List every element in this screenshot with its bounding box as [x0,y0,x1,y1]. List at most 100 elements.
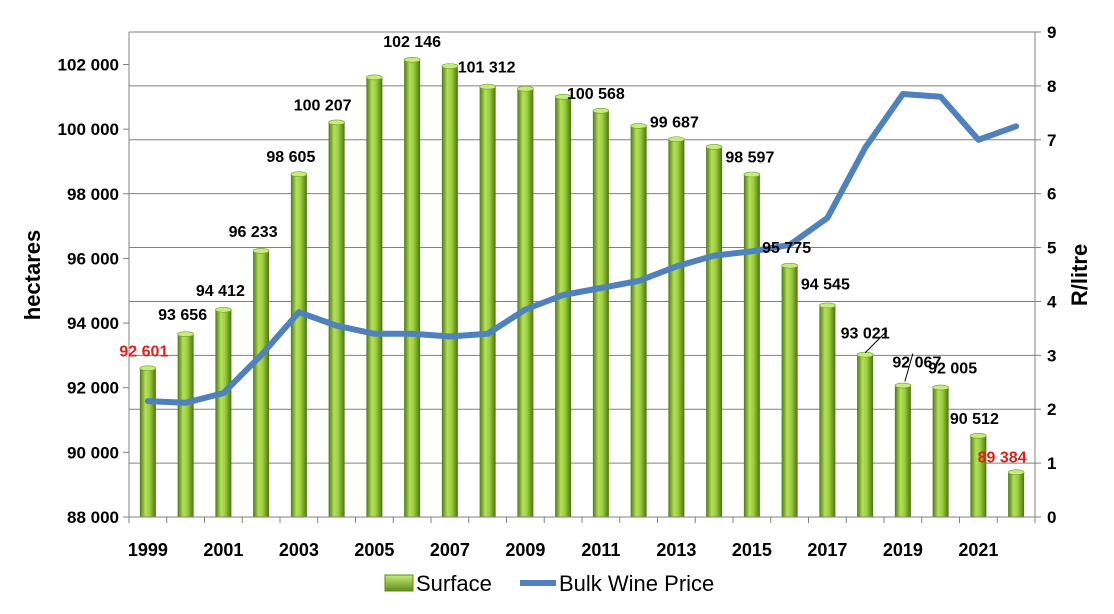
surface-bar-top [139,365,157,372]
surface-bar-top [1007,469,1025,476]
legend: Surface Bulk Wine Price [384,571,714,596]
surface-bar-group [554,94,572,518]
axes: 88 000 90 000 92 000 94 000 96 000 98 000 100 … [58,23,1057,560]
surface-bar [441,66,458,517]
surface-bar-group [517,85,534,517]
right-tick-label: 7 [1047,131,1056,150]
right-tick-label: 0 [1047,508,1056,527]
surface-bar-top [366,74,383,81]
surface-bar-top [932,384,949,391]
x-tick-label: 2021 [958,540,998,560]
surface-bar-top [668,136,685,143]
surface-bar-group [932,384,949,517]
surface-bar-top [290,171,308,178]
data-label: 99 687 [650,114,699,131]
surface-bar-group [705,144,723,517]
x-tick-label: 1999 [128,540,168,560]
surface-bar [592,110,609,517]
surface-bar [139,368,156,517]
surface-bar-group [743,171,761,518]
left-tick-label: 88 000 [67,508,119,527]
surface-bar-group [1007,469,1025,517]
left-axis-title: hectares [20,230,45,321]
x-tick-label: 2011 [581,540,620,560]
data-label: 94 412 [196,283,245,300]
surface-bar [819,305,836,517]
surface-bar-group [781,262,798,517]
data-labels: 92 601 93 656 94 412 96 233 98 605 100 207 102… [119,34,1026,466]
surface-bar-group [139,365,157,517]
surface-bar-top [630,123,647,129]
bulk-wine-price-line [144,91,1020,406]
data-label: 100 207 [294,97,352,114]
legend-price-label: Bulk Wine Price [559,571,714,596]
left-tick-label: 100 000 [58,120,119,139]
left-tick-label: 94 000 [67,314,119,333]
data-label: 101 312 [458,60,516,77]
x-tick-label: 2007 [430,540,470,560]
surface-bars [139,56,1025,518]
surface-bar-group [403,56,421,518]
x-tick-label: 2019 [883,540,923,560]
surface-bar-top [743,171,761,178]
surface-bar-group [366,74,383,517]
surface-bar [706,146,723,517]
x-tick-label: 2017 [807,540,847,560]
surface-bar [517,88,534,517]
surface-bar-top [517,85,534,92]
x-tick-label: 2001 [203,540,243,560]
data-label: 89 384 [978,449,1027,466]
surface-bar-top [970,433,987,439]
surface-bar-top [177,331,194,337]
x-tick-label: 2015 [732,540,772,560]
surface-bar [253,250,270,517]
right-axis-title: R/litre [1067,244,1092,306]
right-tick-label: 6 [1047,185,1056,204]
surface-bar [857,354,874,517]
left-tick-label: 98 000 [67,185,119,204]
left-tick-label: 92 000 [67,379,119,398]
label-leader-line [864,330,888,354]
surface-bar [328,122,345,517]
surface-bar-group [592,107,610,517]
surface-bar [404,59,421,518]
right-tick-label: 2 [1047,400,1056,419]
surface-bar-group [479,83,496,517]
surface-bar-group [290,171,308,517]
surface-bar [290,174,307,517]
surface-bar-group [630,123,647,518]
surface-bar-group [819,302,836,517]
surface-bar-top [403,56,421,63]
surface-bar-top [592,107,610,114]
surface-bar-top [441,63,459,69]
surface-bar [630,125,647,518]
surface-bar [668,139,685,517]
right-tick-label: 9 [1047,23,1056,42]
surface-bar-top [894,382,912,389]
surface-bar [555,96,572,518]
surface-bar-group [215,306,232,517]
price-line [144,91,1020,406]
surface-bar [479,86,496,517]
data-label: 93 021 [841,326,890,343]
surface-bar [366,77,383,517]
surface-bar [932,387,949,517]
gridlines [129,31,1035,518]
data-label: 93 656 [158,307,207,324]
surface-bar-group [856,351,874,517]
surface-bar-group [252,248,270,517]
surface-bar-top [819,302,836,309]
surface-bar-group [441,63,459,517]
data-label: 92 601 [119,343,168,360]
surface-bar [743,174,760,518]
surface-bar [215,309,232,517]
right-tick-label: 8 [1047,77,1056,96]
surface-bar-top [781,262,798,269]
right-tick-label: 3 [1047,346,1056,365]
data-label: 100 568 [567,86,625,103]
surface-bar-group [894,382,912,517]
surface-bar [970,435,987,517]
legend-surface-label: Surface [416,571,492,596]
surface-bar-top [705,144,723,150]
surface-bar [894,385,911,517]
